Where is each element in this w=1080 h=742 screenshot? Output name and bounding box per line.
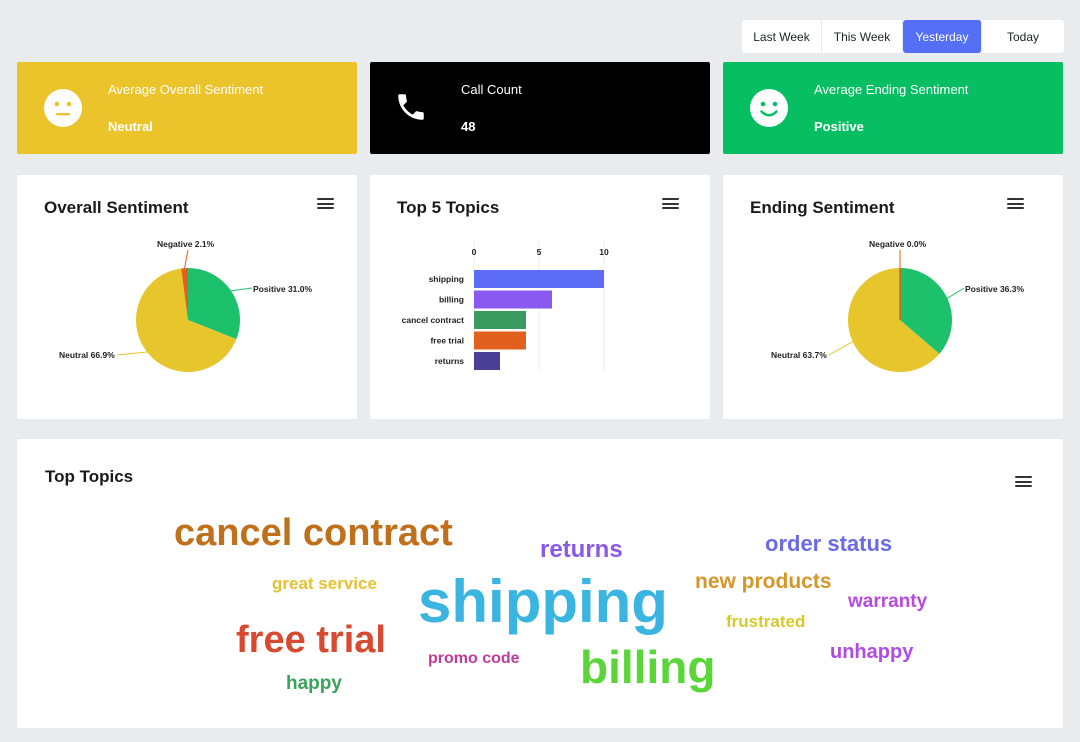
word-order-status[interactable]: order status <box>765 531 893 556</box>
bar-billing[interactable] <box>474 290 552 309</box>
pie-slice-neutral[interactable] <box>136 268 237 372</box>
kpi-title: Call Count <box>461 82 522 97</box>
x-tick-label: 10 <box>599 247 609 257</box>
bar-cancel-contract[interactable] <box>474 311 526 329</box>
card-title: Top Topics <box>45 467 134 486</box>
word-free-trial[interactable]: free trial <box>236 619 386 661</box>
pie-slice-negative[interactable] <box>181 268 188 320</box>
pie-slice-positive[interactable] <box>188 268 240 340</box>
menu-icon[interactable] <box>1007 198 1024 209</box>
ending-sentiment-card: Ending Sentiment Negative 0.0% Positive … <box>723 175 1063 419</box>
pie-label-negative: Negative 2.1% <box>157 239 215 249</box>
kpi-average-overall-sentiment: Average Overall Sentiment Neutral <box>17 62 357 154</box>
date-filter: Last Week This Week Yesterday Today <box>742 20 1064 53</box>
pie-leader-line <box>230 287 253 292</box>
y-category-label: free trial <box>430 336 464 346</box>
filter-last-week[interactable]: Last Week <box>742 20 822 53</box>
pie-label-negative: Negative 0.0% <box>869 239 927 249</box>
card-title: Top 5 Topics <box>397 198 500 217</box>
overall-sentiment-card: Overall Sentiment Negative 2.1% Positive… <box>17 175 357 419</box>
y-category-label: billing <box>439 295 464 305</box>
card-title: Overall Sentiment <box>44 198 189 217</box>
pie-label-neutral: Neutral 63.7% <box>771 350 827 360</box>
x-tick-label: 0 <box>472 247 477 257</box>
phone-icon <box>398 94 424 120</box>
pie-label-positive: Positive 31.0% <box>253 284 313 294</box>
neutral-face-icon <box>44 89 82 127</box>
bar-free-trial[interactable] <box>474 331 526 350</box>
pie-leader-line <box>828 341 853 356</box>
pie-slice-neutral[interactable] <box>848 268 940 372</box>
word-happy[interactable]: happy <box>286 673 342 694</box>
word-warranty[interactable]: warranty <box>848 591 928 612</box>
overall-sentiment-pie-chart: Negative 2.1% Positive 31.0% Neutral 66.… <box>59 239 313 372</box>
kpi-value: 48 <box>461 119 476 134</box>
word-cancel-contract[interactable]: cancel contract <box>174 512 453 554</box>
bar-shipping[interactable] <box>474 270 604 288</box>
pie-label-positive: Positive 36.3% <box>965 284 1025 294</box>
filter-yesterday[interactable]: Yesterday <box>903 20 982 53</box>
word-returns[interactable]: returns <box>540 536 623 563</box>
kpi-call-count: Call Count 48 <box>370 62 710 154</box>
top-5-topics-card: Top 5 Topics 0 5 10 shipping billing cancel c… <box>370 175 710 419</box>
ending-sentiment-pie-chart: Negative 0.0% Positive 36.3% Neutral 63.… <box>771 239 1025 372</box>
pie-leader-line <box>116 351 148 356</box>
filter-this-week[interactable]: This Week <box>822 20 903 53</box>
filter-today[interactable]: Today <box>1006 29 1040 44</box>
word-great-service[interactable]: great service <box>272 574 377 593</box>
pie-label-neutral: Neutral 66.9% <box>59 350 115 360</box>
kpi-value: Neutral <box>108 119 153 134</box>
y-category-label: shipping <box>429 274 464 284</box>
word-frustrated[interactable]: frustrated <box>726 612 806 631</box>
kpi-average-ending-sentiment: Average Ending Sentiment Positive <box>723 62 1063 154</box>
pie-leader-line <box>184 249 189 269</box>
card-title: Ending Sentiment <box>750 198 895 217</box>
menu-icon[interactable] <box>662 198 679 209</box>
top-topics-card: Top Topics cancel contract returns order… <box>17 439 1063 728</box>
y-category-label: cancel contract <box>402 315 465 325</box>
y-category-label: returns <box>435 356 465 366</box>
kpi-title: Average Overall Sentiment <box>108 82 264 97</box>
kpi-title: Average Ending Sentiment <box>814 82 969 97</box>
kpi-value: Positive <box>814 119 864 134</box>
word-billing[interactable]: billing <box>580 641 716 693</box>
pie-leader-line <box>946 287 965 299</box>
word-shipping[interactable]: shipping <box>418 568 668 635</box>
top-5-topics-bar-chart: 0 5 10 shipping billing cancel contract free t… <box>402 241 609 371</box>
smiley-face-icon <box>750 89 788 127</box>
menu-icon[interactable] <box>317 198 334 209</box>
x-tick-label: 5 <box>537 247 542 257</box>
menu-icon[interactable] <box>1015 476 1032 487</box>
word-unhappy[interactable]: unhappy <box>830 641 914 663</box>
word-promo-code[interactable]: promo code <box>428 650 520 667</box>
word-new-products[interactable]: new products <box>695 570 832 593</box>
bar-returns[interactable] <box>474 352 500 370</box>
pie-slice-positive[interactable] <box>900 268 952 354</box>
